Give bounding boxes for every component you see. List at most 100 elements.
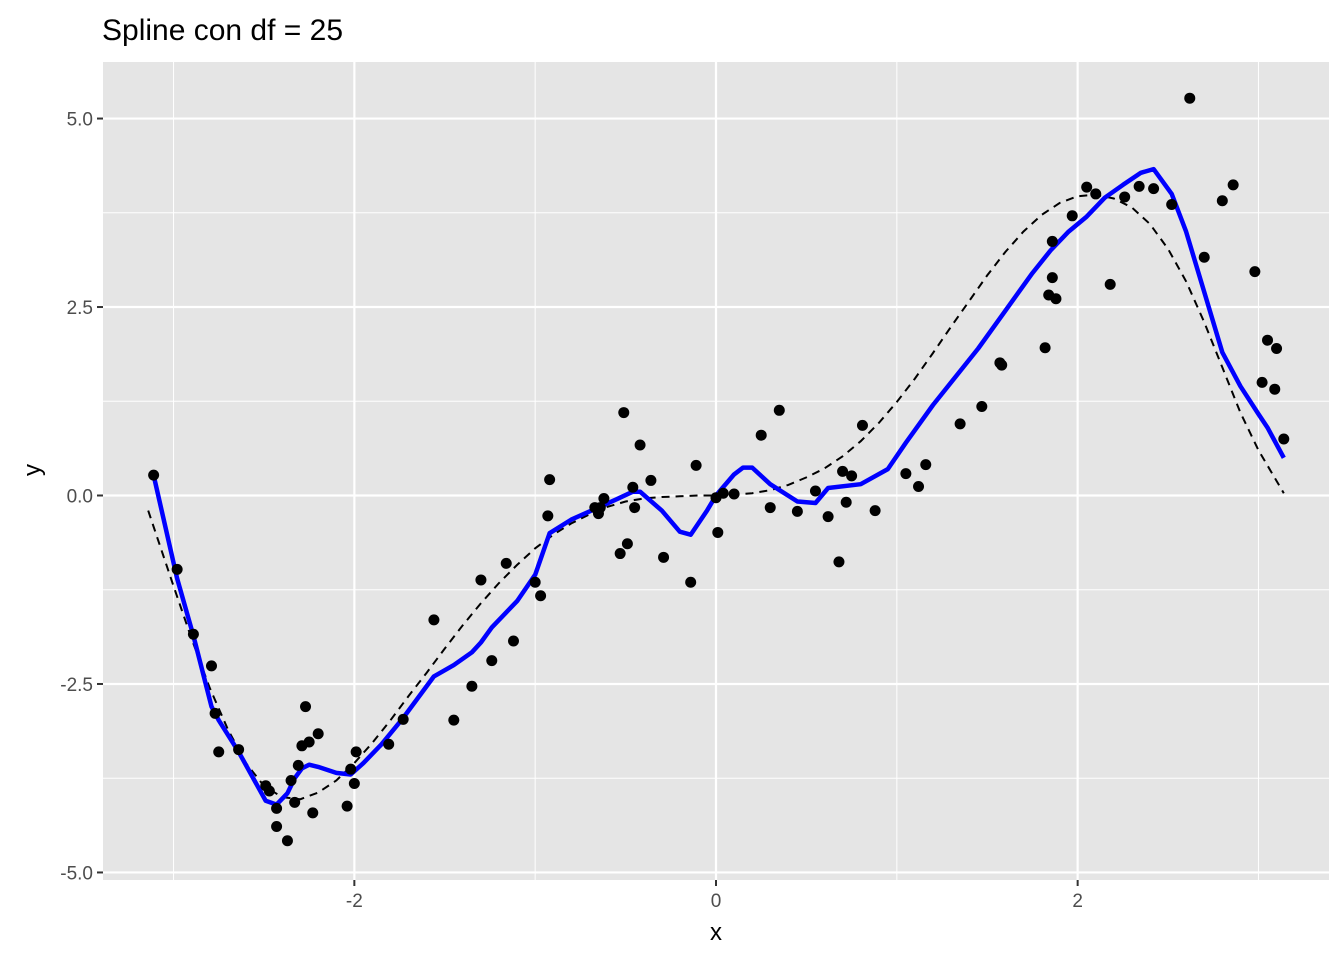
y-tick-label: -2.5 (60, 675, 93, 696)
data-point (542, 510, 554, 522)
spline-fit-line (151, 166, 1286, 807)
data-point (1104, 278, 1116, 290)
y-axis: -5.0 -2.5 0.0 2.5 5.0 (60, 110, 103, 884)
data-point (712, 526, 724, 538)
data-point (634, 439, 646, 451)
data-point (535, 590, 547, 602)
y-tick-label: 0.0 (67, 487, 93, 508)
data-point (213, 746, 225, 758)
data-point (1184, 92, 1196, 104)
data-point (1046, 272, 1058, 284)
data-point (1278, 433, 1290, 445)
data-point (856, 419, 868, 431)
x-tick-label: 0 (711, 891, 722, 912)
y-tick-label: 5.0 (67, 110, 93, 131)
data-point (428, 614, 440, 626)
data-point (837, 465, 849, 477)
data-point (271, 802, 283, 814)
data-point (292, 759, 304, 771)
data-point (1119, 191, 1131, 203)
data-point (690, 459, 702, 471)
data-point (289, 796, 301, 808)
data-point (529, 576, 541, 588)
data-point (900, 468, 912, 480)
data-point (507, 635, 519, 647)
data-point (1148, 183, 1160, 195)
data-point (791, 505, 803, 517)
data-point (475, 574, 487, 586)
data-point (621, 538, 633, 550)
data-point (869, 505, 881, 517)
data-point (645, 474, 657, 486)
data-point (448, 714, 460, 726)
data-point (1066, 210, 1078, 222)
data-point (1249, 266, 1261, 278)
data-point (350, 746, 362, 758)
chart-title: Spline con df = 25 (102, 14, 343, 47)
data-point (383, 738, 395, 750)
data-point (544, 474, 556, 486)
x-tick-label: -2 (346, 891, 363, 912)
data-point (1090, 188, 1102, 200)
data-point (500, 557, 512, 569)
data-point (397, 713, 409, 725)
data-point (594, 502, 606, 514)
data-point (976, 401, 988, 413)
data-point (466, 680, 478, 692)
data-point (148, 469, 160, 481)
data-point (187, 628, 199, 640)
data-point (755, 429, 767, 441)
data-point (1050, 293, 1062, 305)
data-point (920, 459, 932, 471)
data-point (1039, 342, 1051, 354)
x-axis: -2 0 2 (346, 880, 1083, 912)
data-point (717, 487, 729, 499)
data-point (341, 800, 353, 812)
y-tick-label: -5.0 (60, 863, 93, 884)
data-point (1216, 195, 1228, 207)
spline-fit-layer (151, 166, 1286, 807)
data-point (822, 511, 834, 523)
data-point (1133, 180, 1145, 192)
data-point (486, 655, 498, 667)
data-point (205, 660, 217, 672)
data-point (209, 707, 221, 719)
data-point (618, 407, 630, 419)
data-point (913, 480, 925, 492)
data-point (996, 359, 1008, 371)
data-point (171, 563, 183, 575)
data-point (685, 576, 697, 588)
data-point (728, 488, 740, 500)
data-point (764, 502, 776, 514)
data-point (1227, 179, 1239, 191)
data-point (271, 820, 283, 832)
data-point (809, 485, 821, 497)
y-tick-label: 2.5 (67, 298, 93, 319)
data-points (148, 92, 1290, 847)
y-axis-label: y (19, 464, 46, 476)
data-point (1046, 235, 1058, 247)
data-point (263, 785, 275, 797)
data-point (1262, 334, 1274, 346)
data-point (1271, 342, 1283, 354)
data-point (773, 404, 785, 416)
data-point (312, 728, 324, 740)
data-point (954, 418, 966, 430)
data-point (598, 493, 610, 505)
data-point (1081, 181, 1093, 193)
data-point (1198, 251, 1210, 263)
data-point (307, 807, 319, 819)
data-point (233, 744, 245, 756)
data-point (303, 736, 315, 748)
x-axis-label: x (710, 919, 722, 946)
data-point (345, 763, 357, 775)
data-point (846, 470, 858, 482)
data-point (1256, 376, 1268, 388)
data-point (629, 502, 641, 514)
data-point (627, 481, 639, 493)
data-point (300, 701, 312, 713)
data-point (1269, 383, 1281, 395)
data-point (833, 556, 845, 568)
x-tick-label: 2 (1072, 891, 1083, 912)
